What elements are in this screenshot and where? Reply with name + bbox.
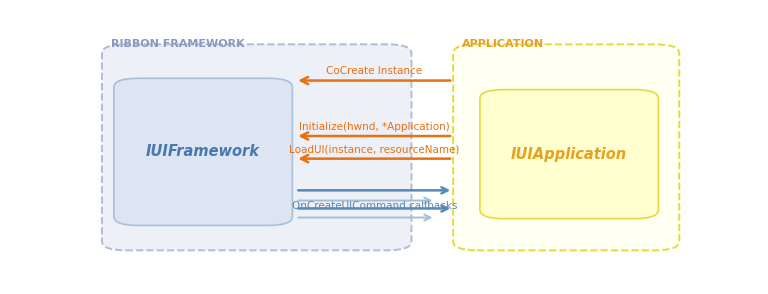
FancyBboxPatch shape [102,44,412,250]
Text: IUIFramework: IUIFramework [146,144,260,159]
FancyBboxPatch shape [480,90,658,219]
Text: RIBBON FRAMEWORK: RIBBON FRAMEWORK [111,39,244,49]
Text: OnCreateUICommand callbacks: OnCreateUICommand callbacks [292,201,457,211]
Text: CoCreate Instance: CoCreate Instance [326,66,422,76]
Text: Initialize(hwnd, *Application): Initialize(hwnd, *Application) [300,122,450,132]
Text: IUIApplication: IUIApplication [511,147,627,162]
Text: APPLICATION: APPLICATION [462,39,545,49]
FancyBboxPatch shape [114,78,293,225]
FancyBboxPatch shape [453,44,680,250]
Text: LoadUI(instance, resourceName): LoadUI(instance, resourceName) [290,145,460,155]
